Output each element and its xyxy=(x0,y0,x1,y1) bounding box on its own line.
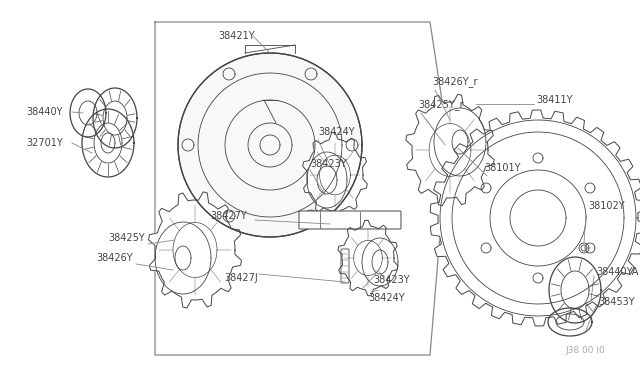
Text: 38425Y: 38425Y xyxy=(108,233,145,243)
FancyBboxPatch shape xyxy=(341,249,349,283)
Text: 38424Y: 38424Y xyxy=(318,127,355,137)
Text: 38421Y: 38421Y xyxy=(218,31,255,41)
Text: 38424Y: 38424Y xyxy=(368,293,404,303)
Polygon shape xyxy=(430,110,640,326)
Polygon shape xyxy=(406,94,494,206)
Text: 38427J: 38427J xyxy=(224,273,258,283)
FancyBboxPatch shape xyxy=(299,211,401,229)
Text: 38426Y_r: 38426Y_r xyxy=(432,77,477,87)
Polygon shape xyxy=(303,132,367,218)
Text: 38423Y: 38423Y xyxy=(373,275,410,285)
Text: 38426Y: 38426Y xyxy=(96,253,132,263)
Text: 38425Y_r: 38425Y_r xyxy=(418,100,463,110)
Text: 38423Y: 38423Y xyxy=(310,159,347,169)
Polygon shape xyxy=(178,53,362,237)
Text: J38 00 I0: J38 00 I0 xyxy=(565,346,605,355)
Text: 38102Y: 38102Y xyxy=(588,201,625,211)
Text: 38411Y: 38411Y xyxy=(536,95,573,105)
Polygon shape xyxy=(148,192,241,308)
Text: 38440Y: 38440Y xyxy=(26,107,63,117)
Text: 38101Y: 38101Y xyxy=(484,163,520,173)
Text: 38440YA: 38440YA xyxy=(596,267,638,277)
Text: 38453Y: 38453Y xyxy=(598,297,635,307)
Text: 38427Y: 38427Y xyxy=(210,211,247,221)
Polygon shape xyxy=(338,220,398,296)
Text: 32701Y: 32701Y xyxy=(26,138,63,148)
